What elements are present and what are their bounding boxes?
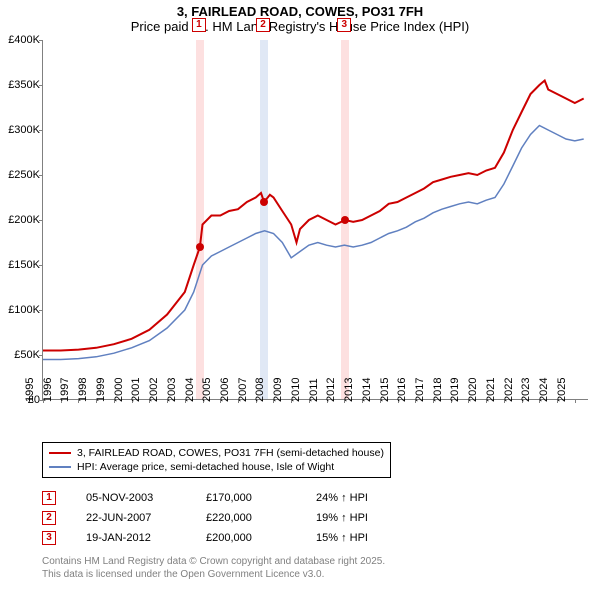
y-tick-label: £150K xyxy=(0,259,40,271)
x-tick-label: 2016 xyxy=(396,378,408,402)
x-tick-label: 2017 xyxy=(414,378,426,402)
legend-label: 3, FAIRLEAD ROAD, COWES, PO31 7FH (semi-… xyxy=(77,447,384,459)
y-tick-label: £250K xyxy=(0,169,40,181)
x-tick-label: 2023 xyxy=(520,378,532,402)
x-tick-label: 1998 xyxy=(77,378,89,402)
y-tick-label: £400K xyxy=(0,34,40,46)
sales-table: 1 05-NOV-2003 £170,000 24% ↑ HPI 2 22-JUN-200… xyxy=(42,488,406,548)
sales-date: 05-NOV-2003 xyxy=(86,492,176,504)
sales-marker: 2 xyxy=(42,511,56,525)
x-tick-label: 2015 xyxy=(379,378,391,402)
x-tick-label: 2018 xyxy=(432,378,444,402)
x-tick-label: 2019 xyxy=(449,378,461,402)
x-tick-label: 2022 xyxy=(503,378,515,402)
marker-dot-2 xyxy=(260,198,268,206)
y-tick-label: £300K xyxy=(0,124,40,136)
x-tick-label: 2010 xyxy=(290,378,302,402)
marker-dot-3 xyxy=(341,216,349,224)
x-tick-label: 2005 xyxy=(201,378,213,402)
sales-row: 1 05-NOV-2003 £170,000 24% ↑ HPI xyxy=(42,488,406,508)
legend-label: HPI: Average price, semi-detached house,… xyxy=(77,461,334,473)
series-line-hpi xyxy=(43,126,584,360)
y-tick-label: £100K xyxy=(0,304,40,316)
x-tick-label: 1995 xyxy=(24,378,36,402)
x-tick-label: 2012 xyxy=(325,378,337,402)
x-tick-label: 2013 xyxy=(343,378,355,402)
chart-svg xyxy=(43,40,589,400)
attribution-line1: Contains HM Land Registry data © Crown c… xyxy=(42,555,385,568)
legend-row: 3, FAIRLEAD ROAD, COWES, PO31 7FH (semi-… xyxy=(49,446,384,460)
sales-row: 2 22-JUN-2007 £220,000 19% ↑ HPI xyxy=(42,508,406,528)
chart-marker-1: 1 xyxy=(192,18,206,32)
attribution-line2: This data is licensed under the Open Gov… xyxy=(42,568,385,581)
legend-swatch xyxy=(49,452,71,454)
y-tick-label: £50K xyxy=(0,349,40,361)
sales-date: 22-JUN-2007 xyxy=(86,512,176,524)
chart-marker-2: 2 xyxy=(256,18,270,32)
x-tick-label: 2006 xyxy=(219,378,231,402)
x-tick-label: 1999 xyxy=(95,378,107,402)
x-tick-label: 2000 xyxy=(113,378,125,402)
line-chart: 123 xyxy=(42,40,588,400)
sales-price: £200,000 xyxy=(206,532,286,544)
chart-title: 3, FAIRLEAD ROAD, COWES, PO31 7FH Price … xyxy=(0,0,600,36)
x-tick-label: 2004 xyxy=(184,378,196,402)
marker-dot-1 xyxy=(196,243,204,251)
x-tick-label: 2020 xyxy=(467,378,479,402)
x-tick-label: 2007 xyxy=(237,378,249,402)
x-tick-label: 2025 xyxy=(556,378,568,402)
title-address: 3, FAIRLEAD ROAD, COWES, PO31 7FH xyxy=(0,4,600,19)
sales-delta: 19% ↑ HPI xyxy=(316,512,406,524)
sales-date: 19-JAN-2012 xyxy=(86,532,176,544)
legend-row: HPI: Average price, semi-detached house,… xyxy=(49,460,384,474)
x-tick-label: 2002 xyxy=(148,378,160,402)
sales-delta: 15% ↑ HPI xyxy=(316,532,406,544)
x-tick-label: 2008 xyxy=(254,378,266,402)
y-tick-label: £200K xyxy=(0,214,40,226)
sales-price: £220,000 xyxy=(206,512,286,524)
attribution-text: Contains HM Land Registry data © Crown c… xyxy=(42,555,385,581)
x-tick-label: 2011 xyxy=(308,378,320,402)
series-line-price_paid xyxy=(43,81,584,351)
x-tick-label: 1997 xyxy=(59,378,71,402)
sales-price: £170,000 xyxy=(206,492,286,504)
legend-swatch xyxy=(49,466,71,468)
chart-marker-3: 3 xyxy=(337,18,351,32)
chart-legend: 3, FAIRLEAD ROAD, COWES, PO31 7FH (semi-… xyxy=(42,442,391,478)
sales-marker: 3 xyxy=(42,531,56,545)
sales-row: 3 19-JAN-2012 £200,000 15% ↑ HPI xyxy=(42,528,406,548)
x-tick-label: 2001 xyxy=(130,378,142,402)
sales-marker: 1 xyxy=(42,491,56,505)
x-tick-label: 2003 xyxy=(166,378,178,402)
y-tick-label: £350K xyxy=(0,79,40,91)
x-tick-label: 2014 xyxy=(361,378,373,402)
title-subtitle: Price paid vs. HM Land Registry's House … xyxy=(0,19,600,34)
x-tick-label: 2024 xyxy=(538,378,550,402)
sales-delta: 24% ↑ HPI xyxy=(316,492,406,504)
x-tick-label: 2021 xyxy=(485,378,497,402)
x-tick-label: 1996 xyxy=(42,378,54,402)
x-tick-label: 2009 xyxy=(272,378,284,402)
